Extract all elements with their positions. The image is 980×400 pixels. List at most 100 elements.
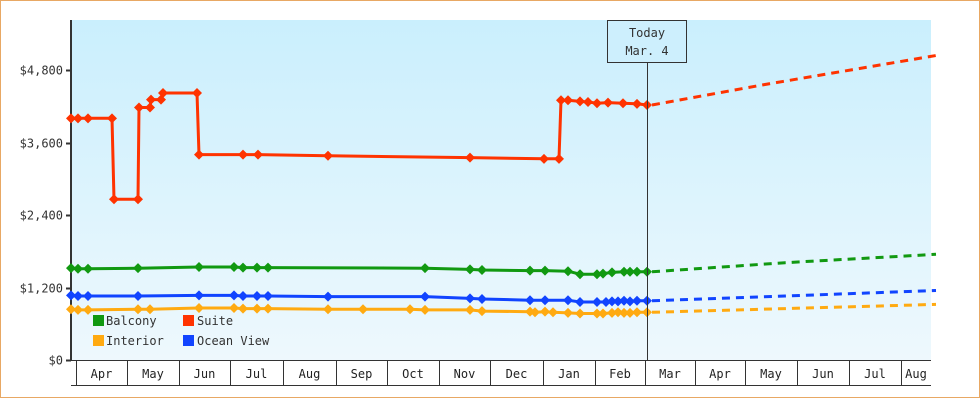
data-point[interactable]	[192, 87, 202, 98]
data-point[interactable]	[575, 297, 585, 307]
data-point[interactable]	[83, 290, 93, 301]
data-point[interactable]	[73, 290, 83, 301]
data-point[interactable]	[619, 295, 629, 306]
data-point[interactable]	[66, 290, 76, 301]
data-point[interactable]	[625, 266, 635, 277]
data-point[interactable]	[613, 296, 623, 307]
data-point[interactable]	[575, 269, 585, 280]
data-point[interactable]	[73, 263, 83, 274]
data-point[interactable]	[83, 263, 93, 274]
data-point[interactable]	[323, 304, 333, 315]
data-point[interactable]	[465, 293, 475, 304]
data-point[interactable]	[83, 304, 93, 315]
data-point[interactable]	[420, 263, 430, 274]
legend-item-interior[interactable]: Interior	[93, 334, 164, 348]
data-point[interactable]	[465, 152, 475, 163]
data-point[interactable]	[263, 262, 273, 273]
data-point[interactable]	[563, 266, 573, 277]
data-point[interactable]	[619, 266, 629, 277]
data-point[interactable]	[145, 304, 155, 315]
data-point[interactable]	[618, 98, 628, 109]
data-point[interactable]	[563, 307, 573, 318]
data-point[interactable]	[358, 304, 368, 315]
data-point[interactable]	[133, 290, 143, 301]
data-point[interactable]	[540, 306, 550, 317]
data-point[interactable]	[238, 149, 248, 160]
legend-item-ocean-view[interactable]: Ocean View	[183, 334, 270, 348]
data-point[interactable]	[134, 102, 144, 113]
data-point[interactable]	[540, 295, 550, 306]
data-point[interactable]	[613, 307, 623, 318]
data-point[interactable]	[253, 149, 263, 160]
data-point[interactable]	[238, 262, 248, 273]
data-point[interactable]	[540, 265, 550, 276]
data-point[interactable]	[592, 308, 602, 319]
data-point[interactable]	[133, 263, 143, 274]
data-point[interactable]	[158, 87, 168, 98]
data-point[interactable]	[263, 303, 273, 314]
data-point[interactable]	[477, 293, 487, 304]
data-point[interactable]	[632, 98, 642, 109]
data-point[interactable]	[194, 261, 204, 272]
data-point[interactable]	[323, 150, 333, 161]
data-point[interactable]	[619, 307, 629, 318]
data-point[interactable]	[554, 153, 564, 164]
data-point[interactable]	[145, 102, 155, 113]
data-point[interactable]	[420, 291, 430, 302]
data-point[interactable]	[632, 307, 642, 318]
data-point[interactable]	[598, 308, 608, 319]
data-point[interactable]	[146, 94, 156, 105]
data-point[interactable]	[601, 297, 611, 307]
data-point[interactable]	[625, 296, 635, 307]
data-point[interactable]	[194, 303, 204, 314]
data-point[interactable]	[66, 263, 76, 274]
legend-item-balcony[interactable]: Balcony	[93, 314, 157, 328]
data-point[interactable]	[632, 295, 642, 306]
data-point[interactable]	[229, 303, 239, 314]
data-point[interactable]	[252, 262, 262, 273]
data-point[interactable]	[263, 290, 273, 301]
data-point[interactable]	[607, 296, 617, 307]
data-point[interactable]	[229, 261, 239, 272]
data-point[interactable]	[598, 268, 608, 279]
data-point[interactable]	[563, 95, 573, 106]
data-point[interactable]	[465, 264, 475, 275]
data-point[interactable]	[73, 304, 83, 315]
data-point[interactable]	[525, 295, 535, 306]
data-point[interactable]	[83, 113, 93, 124]
data-point[interactable]	[539, 153, 549, 164]
data-point[interactable]	[323, 291, 333, 302]
data-point[interactable]	[109, 194, 119, 205]
data-point[interactable]	[625, 307, 635, 318]
data-point[interactable]	[66, 113, 76, 124]
data-point[interactable]	[530, 307, 540, 318]
data-point[interactable]	[477, 264, 487, 275]
data-point[interactable]	[194, 290, 204, 301]
data-point[interactable]	[477, 306, 487, 317]
data-point[interactable]	[556, 95, 566, 106]
data-point[interactable]	[525, 265, 535, 276]
data-point[interactable]	[420, 304, 430, 315]
data-point[interactable]	[252, 290, 262, 301]
data-point[interactable]	[632, 266, 642, 277]
data-point[interactable]	[607, 267, 617, 278]
data-point[interactable]	[583, 97, 593, 108]
data-point[interactable]	[107, 113, 117, 124]
data-point[interactable]	[592, 297, 602, 307]
data-point[interactable]	[229, 290, 239, 301]
data-point[interactable]	[575, 96, 585, 107]
data-point[interactable]	[465, 304, 475, 315]
data-point[interactable]	[133, 304, 143, 315]
data-point[interactable]	[575, 308, 585, 319]
data-point[interactable]	[66, 304, 76, 315]
data-point[interactable]	[238, 290, 248, 301]
data-point[interactable]	[252, 303, 262, 314]
legend-item-suite[interactable]: Suite	[183, 314, 233, 328]
data-point[interactable]	[548, 307, 558, 318]
data-point[interactable]	[603, 97, 613, 108]
data-point[interactable]	[607, 307, 617, 318]
data-point[interactable]	[194, 149, 204, 160]
data-point[interactable]	[405, 304, 415, 315]
data-point[interactable]	[133, 194, 143, 205]
data-point[interactable]	[238, 303, 248, 314]
